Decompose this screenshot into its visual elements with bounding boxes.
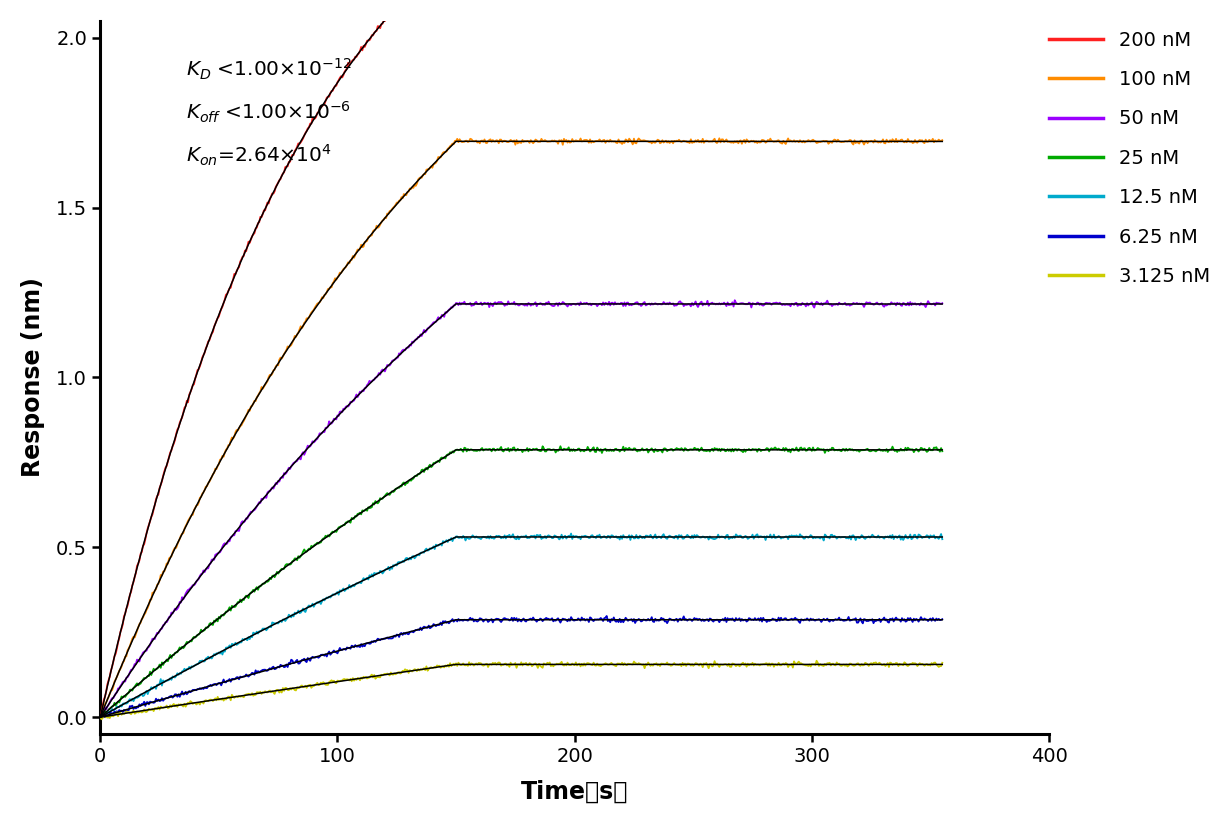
X-axis label: Time（s）: Time（s） [521,780,628,804]
Text: $K_D$ <1.00×10$^{-12}$
$K_{off}$ <1.00×10$^{-6}$
$K_{on}$=2.64×10$^4$: $K_D$ <1.00×10$^{-12}$ $K_{off}$ <1.00×1… [186,56,351,167]
Legend: 200 nM, 100 nM, 50 nM, 25 nM, 12.5 nM, 6.25 nM, 3.125 nM: 200 nM, 100 nM, 50 nM, 25 nM, 12.5 nM, 6… [1048,31,1210,286]
Y-axis label: Response (nm): Response (nm) [21,277,44,478]
